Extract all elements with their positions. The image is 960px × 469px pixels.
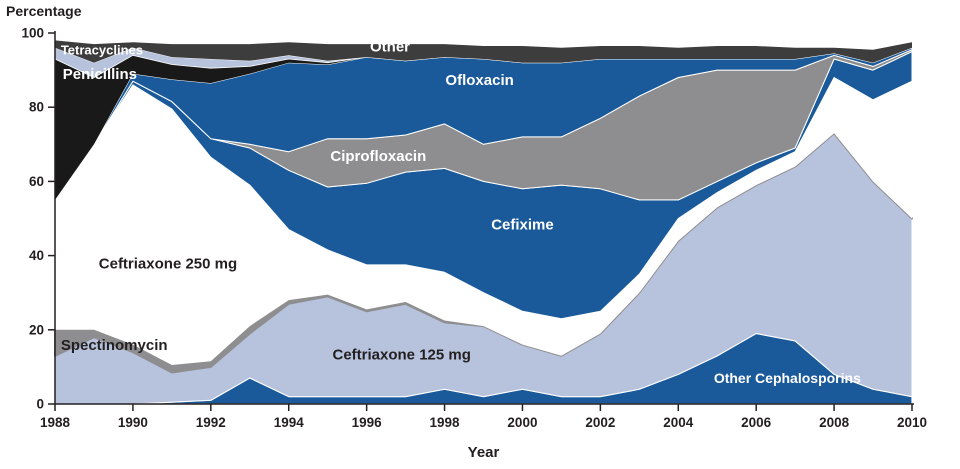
series-label-other-cephalosporins: Other Cephalosporins <box>714 370 861 386</box>
series-label-ciprofloxacin: Ciprofloxacin <box>330 148 426 165</box>
x-tick-label: 2002 <box>585 415 615 430</box>
series-label-penicillins: Penicillins <box>63 66 137 83</box>
series-label-spectinomycin: Spectinomycin <box>61 337 168 354</box>
x-tick-label: 1990 <box>118 415 148 430</box>
x-tick-label: 1988 <box>40 415 71 430</box>
x-axis-title: Year <box>467 444 500 461</box>
x-tick-label: 2006 <box>741 415 772 430</box>
y-tick-label: 60 <box>29 174 44 189</box>
x-tick-label: 2008 <box>819 415 850 430</box>
y-axis-title: Percentage <box>6 3 82 19</box>
x-tick-label: 2000 <box>507 415 537 430</box>
x-tick-label: 1998 <box>430 415 461 430</box>
x-tick-label: 2010 <box>897 415 927 430</box>
y-tick-label: 40 <box>29 248 44 263</box>
series-label-tetracyclines: Tetracyclines <box>61 42 143 57</box>
series-label-other: Other <box>370 38 410 55</box>
area-other <box>55 40 912 63</box>
series-label-cefixime: Cefixime <box>491 216 554 233</box>
area-ceftriaxone-250 <box>55 77 912 365</box>
y-tick-label: 80 <box>29 100 44 115</box>
series-label-ceftriaxone-125-mg: Ceftriaxone 125 mg <box>333 346 471 363</box>
series-label-ceftriaxone-250-mg: Ceftriaxone 250 mg <box>99 255 237 272</box>
area-penicillins <box>55 47 912 200</box>
y-tick-label: 20 <box>29 322 44 337</box>
series-label-ofloxacin: Ofloxacin <box>445 72 513 89</box>
x-tick-label: 2004 <box>663 415 694 430</box>
x-tick-label: 1992 <box>196 415 226 430</box>
x-tick-label: 1996 <box>352 415 383 430</box>
x-tick-label: 1994 <box>274 415 305 430</box>
y-tick-label: 100 <box>21 26 44 41</box>
y-tick-label: 0 <box>36 397 44 412</box>
